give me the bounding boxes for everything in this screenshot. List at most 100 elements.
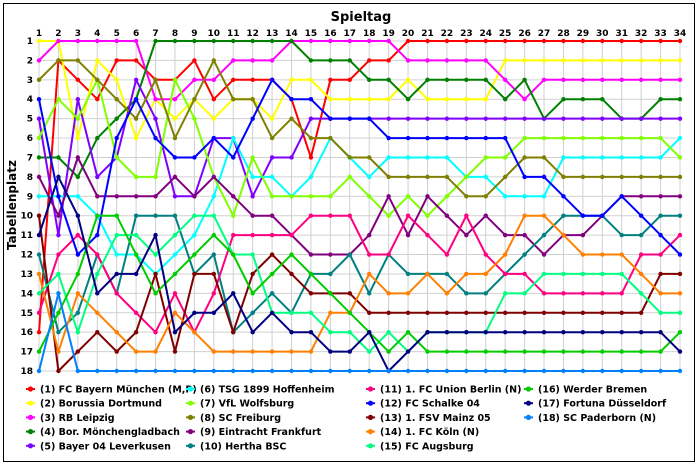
legend-item: (1) FC Bayern München (M,P) (26, 385, 197, 396)
data-point (36, 232, 42, 238)
data-point (522, 232, 527, 238)
data-point (328, 329, 333, 335)
data-point (522, 155, 527, 160)
data-point (172, 174, 178, 180)
data-point (133, 310, 139, 315)
data-point (541, 38, 547, 44)
data-point (425, 329, 430, 335)
data-point (658, 58, 663, 63)
data-point (114, 97, 119, 102)
data-point (425, 349, 430, 354)
data-point (502, 310, 508, 315)
data-point (231, 232, 236, 238)
data-point (172, 252, 178, 257)
data-point (658, 135, 663, 141)
y-tick-label: 15 (20, 309, 33, 319)
data-point (250, 77, 255, 83)
data-point (561, 291, 566, 296)
data-point (405, 271, 411, 277)
data-point (386, 155, 391, 160)
data-point (658, 349, 663, 354)
data-point (658, 116, 663, 121)
data-point (502, 174, 508, 180)
data-point (172, 329, 178, 335)
data-point (269, 58, 275, 63)
data-point (328, 194, 333, 199)
data-point (153, 368, 158, 374)
data-point (658, 213, 663, 218)
legend-label: (1) FC Bayern München (M,P) (40, 385, 197, 396)
data-point (561, 232, 566, 238)
data-point (269, 291, 275, 296)
data-point (600, 174, 605, 180)
data-point (367, 310, 372, 315)
data-point (36, 77, 42, 83)
legend-swatch-dot (187, 386, 194, 392)
legend-item: (10) Hertha BSC (186, 441, 286, 452)
data-point (347, 291, 352, 296)
data-point (464, 213, 469, 218)
data-point (386, 97, 391, 102)
data-point (638, 252, 644, 257)
data-point (386, 77, 391, 83)
data-point (153, 329, 158, 335)
data-point (483, 38, 488, 44)
data-point (561, 329, 566, 335)
data-point (269, 349, 275, 354)
legend-swatch-dot (187, 443, 194, 449)
data-point (464, 174, 469, 180)
data-point (405, 368, 411, 374)
data-point (677, 368, 683, 374)
data-point (192, 58, 197, 63)
data-point (347, 155, 352, 160)
data-point (425, 368, 430, 374)
data-point (561, 135, 566, 141)
data-point (677, 58, 683, 63)
data-point (36, 310, 42, 315)
data-point (36, 116, 42, 121)
data-point (677, 38, 683, 44)
data-point (211, 291, 217, 296)
data-point (231, 329, 236, 335)
data-point (308, 116, 314, 121)
data-point (483, 213, 488, 218)
series-group (36, 213, 683, 335)
data-point (347, 38, 352, 44)
data-point (114, 58, 119, 63)
data-point (133, 271, 139, 277)
data-point (95, 213, 100, 218)
x-tick-label: 15 (305, 29, 318, 39)
data-point (56, 97, 61, 102)
data-point (658, 38, 663, 44)
data-point (502, 291, 508, 296)
data-point (619, 310, 624, 315)
data-point (367, 155, 372, 160)
data-point (541, 77, 547, 83)
data-point (658, 310, 663, 315)
data-point (561, 38, 566, 44)
data-point (444, 271, 450, 277)
data-point (464, 38, 469, 44)
data-point (56, 174, 61, 180)
data-point (386, 291, 391, 296)
data-point (444, 194, 450, 199)
data-point (133, 252, 139, 257)
data-point (541, 329, 547, 335)
y-tick-label: 9 (27, 192, 33, 202)
data-point (153, 271, 158, 277)
data-point (600, 58, 605, 63)
data-point (56, 329, 61, 335)
data-point (75, 77, 81, 83)
data-point (153, 135, 158, 141)
data-point (405, 77, 411, 83)
legend-label: (7) VfL Wolfsburg (200, 399, 294, 410)
legend-item: (7) VfL Wolfsburg (186, 399, 294, 410)
data-point (308, 194, 314, 199)
x-tick-label: 31 (615, 29, 628, 39)
data-point (677, 291, 683, 296)
data-point (75, 58, 81, 63)
data-point (541, 291, 547, 296)
series-line (38, 215, 680, 372)
data-point (192, 213, 197, 218)
series-line (39, 137, 681, 275)
